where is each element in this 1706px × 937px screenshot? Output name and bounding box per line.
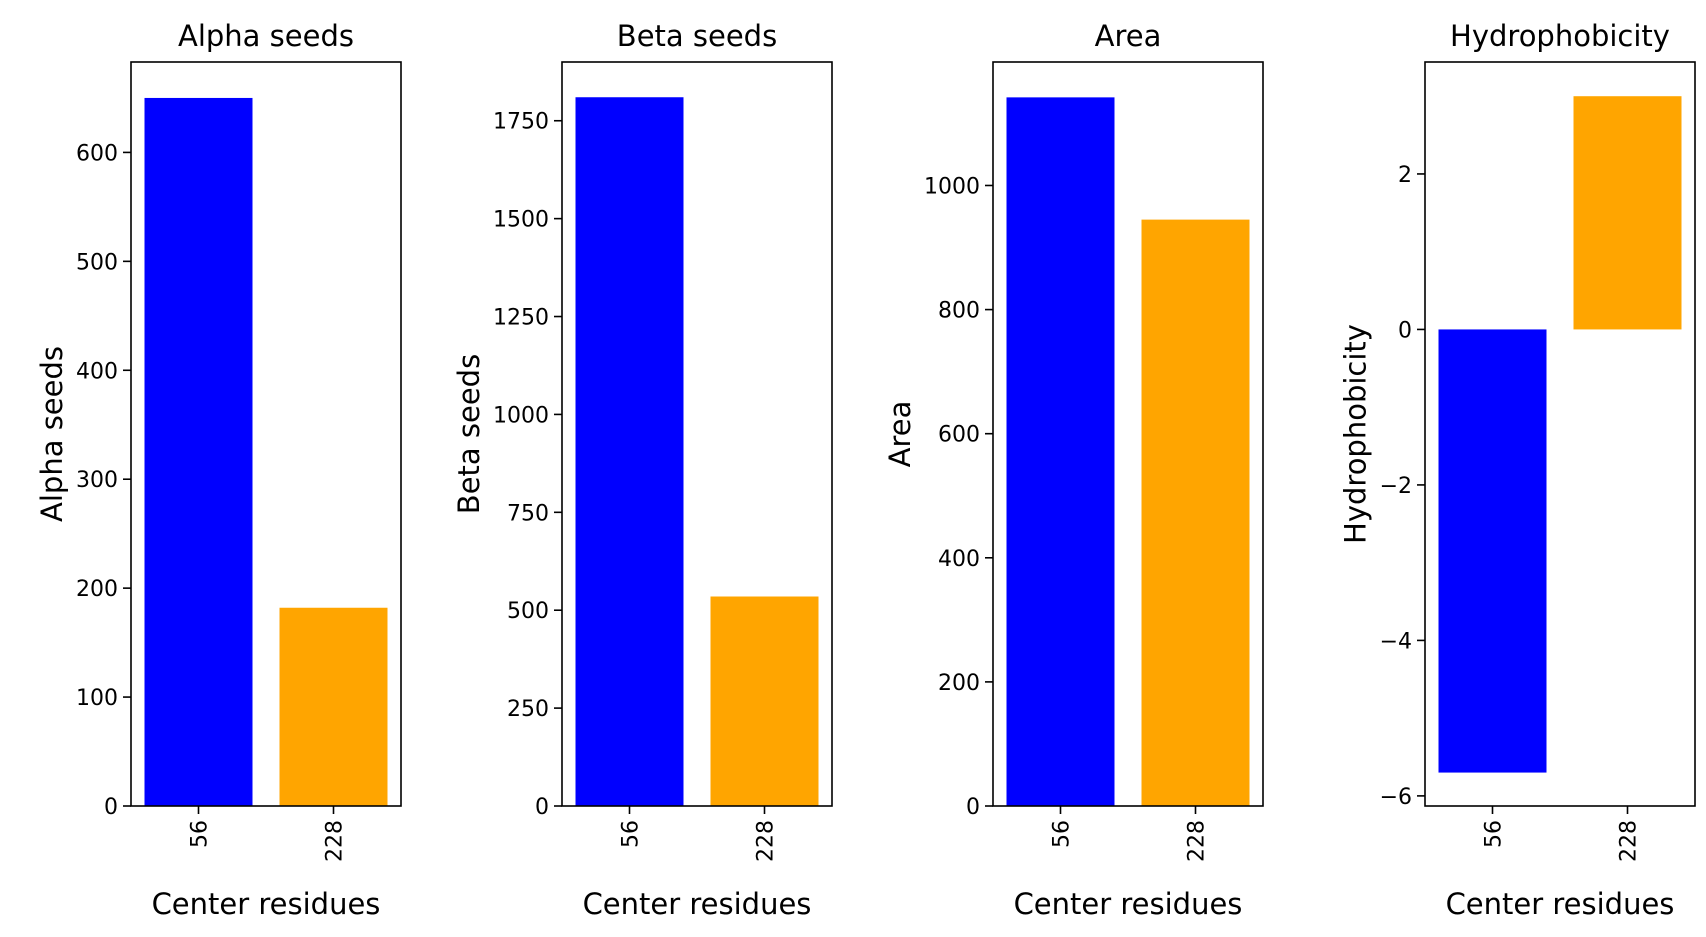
y-tick-label: −4 bbox=[1380, 629, 1412, 654]
x-tick-label: 228 bbox=[754, 820, 779, 862]
chart-title: Alpha seeds bbox=[178, 19, 354, 53]
x-tick-label: 56 bbox=[188, 820, 213, 848]
plot-frame bbox=[561, 61, 833, 807]
chart-title: Hydrophobicity bbox=[1450, 19, 1670, 53]
chart-title: Area bbox=[1095, 19, 1162, 53]
y-tick-label: 100 bbox=[76, 686, 118, 711]
y-tick-label: 600 bbox=[938, 423, 980, 448]
chart-panel-3: 0 200 400 600 800 1000 56 228 Area Center residue… bbox=[883, 19, 1264, 921]
x-axis-label: Center residues bbox=[152, 887, 381, 921]
x-tick-label: 228 bbox=[1185, 820, 1210, 862]
bar-228 bbox=[279, 607, 388, 806]
bar-56 bbox=[144, 97, 253, 807]
x-tick-label: 56 bbox=[619, 820, 644, 848]
x-tick-label: 56 bbox=[1482, 820, 1507, 848]
y-tick-label: 800 bbox=[938, 299, 980, 324]
y-tick-label: 1000 bbox=[493, 403, 549, 428]
y-tick-label: −6 bbox=[1380, 785, 1412, 810]
chart-panel-1: 0 100 200 300 400 500 600 56 228 Alpha seeds Cente… bbox=[35, 19, 402, 921]
y-tick-label: 250 bbox=[507, 697, 549, 722]
x-axis-label: Center residues bbox=[583, 887, 812, 921]
y-tick-label: 400 bbox=[76, 359, 118, 384]
x-tick-label: 228 bbox=[1617, 820, 1642, 862]
bar-228 bbox=[1573, 96, 1682, 330]
y-tick-label: 0 bbox=[966, 795, 980, 820]
y-tick-label: 1250 bbox=[493, 306, 549, 331]
plot-frame bbox=[1424, 61, 1696, 807]
y-tick-label: 200 bbox=[938, 671, 980, 696]
y-axis-label: Hydrophobicity bbox=[1339, 324, 1373, 544]
y-tick-label: 500 bbox=[76, 250, 118, 275]
y-tick-label: 1500 bbox=[493, 208, 549, 233]
y-tick-label: 300 bbox=[76, 468, 118, 493]
chart-title: Beta seeds bbox=[617, 19, 777, 53]
bar-56 bbox=[1438, 329, 1547, 773]
chart-panel-2: 0 250 500 750 1000 1250 1500 1750 56 228 Beta seed… bbox=[452, 19, 833, 921]
x-axis-label: Center residues bbox=[1446, 887, 1675, 921]
y-tick-label: −2 bbox=[1380, 474, 1412, 499]
y-tick-label: 2 bbox=[1398, 163, 1412, 188]
y-tick-label: 600 bbox=[76, 141, 118, 166]
x-axis-label: Center residues bbox=[1014, 887, 1243, 921]
bar-228 bbox=[710, 596, 819, 806]
y-tick-label: 500 bbox=[507, 599, 549, 624]
chart-panel-4: −6 −4 −2 0 2 56 228 Hydrophobicity Center residu… bbox=[1339, 19, 1696, 921]
y-tick-label: 400 bbox=[938, 547, 980, 572]
y-tick-label: 750 bbox=[507, 501, 549, 526]
y-tick-label: 1750 bbox=[493, 110, 549, 135]
y-tick-label: 0 bbox=[535, 795, 549, 820]
y-axis-label: Beta seeds bbox=[452, 354, 486, 514]
bar-228 bbox=[1141, 219, 1250, 807]
y-axis-label: Area bbox=[883, 401, 917, 468]
bar-56 bbox=[575, 97, 684, 806]
y-axis-label: Alpha seeds bbox=[35, 346, 69, 522]
y-tick-label: 200 bbox=[76, 577, 118, 602]
y-tick-label: 0 bbox=[104, 795, 118, 820]
x-tick-label: 228 bbox=[323, 820, 348, 862]
plot-frame bbox=[130, 61, 402, 807]
bar-56 bbox=[1006, 97, 1115, 806]
y-tick-label: 1000 bbox=[924, 174, 980, 199]
x-tick-label: 56 bbox=[1050, 820, 1075, 848]
y-tick-label: 0 bbox=[1398, 318, 1412, 343]
